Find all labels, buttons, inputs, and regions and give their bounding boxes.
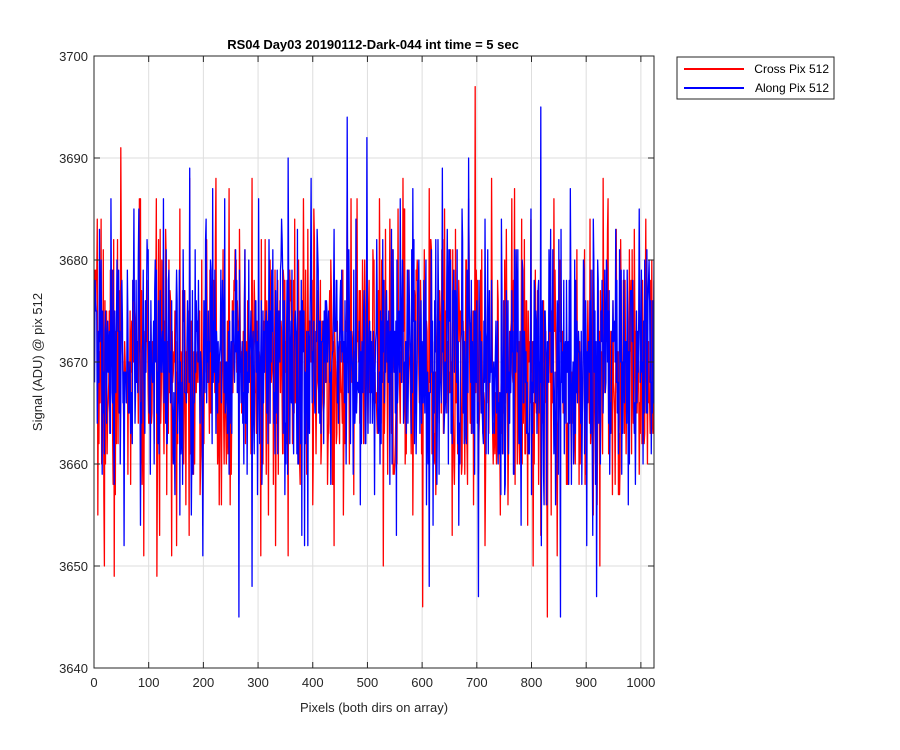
x-tick-label-4: 400 bbox=[302, 675, 324, 690]
y-tick-label-1: 3650 bbox=[59, 559, 88, 574]
x-tick-label-2: 200 bbox=[193, 675, 215, 690]
y-tick-label-2: 3660 bbox=[59, 457, 88, 472]
y-axis-label: Signal (ADU) @ pix 512 bbox=[30, 293, 45, 431]
legend-box bbox=[676, 56, 835, 100]
y-tick-label-3: 3670 bbox=[59, 355, 88, 370]
x-tick-label-8: 800 bbox=[521, 675, 543, 690]
x-tick-label-6: 600 bbox=[411, 675, 433, 690]
x-tick-label-0: 0 bbox=[90, 675, 97, 690]
x-tick-label-1: 100 bbox=[138, 675, 160, 690]
legend-label-cross: Cross Pix 512 bbox=[754, 62, 829, 76]
x-tick-label-9: 900 bbox=[575, 675, 597, 690]
x-axis-label: Pixels (both dirs on array) bbox=[300, 700, 448, 715]
chart-title: RS04 Day03 20190112-Dark-044 int time = … bbox=[227, 37, 519, 52]
x-tick-label-10: 1000 bbox=[626, 675, 655, 690]
x-tick-label-5: 500 bbox=[357, 675, 379, 690]
x-tick-label-7: 700 bbox=[466, 675, 488, 690]
legend: Cross Pix 512 Along Pix 512 bbox=[676, 56, 835, 100]
y-tick-label-5: 3690 bbox=[59, 151, 88, 166]
y-tick-label-4: 3680 bbox=[59, 253, 88, 268]
x-tick-label-3: 300 bbox=[247, 675, 269, 690]
y-tick-label-6: 3700 bbox=[59, 49, 88, 64]
axis-ticks: 0 100 200 300 400 500 600 700 800 900 1000 3640 3650… bbox=[59, 49, 655, 690]
series-layer bbox=[94, 85, 654, 618]
series-line-along-pix-512 bbox=[94, 106, 654, 618]
legend-label-along: Along Pix 512 bbox=[755, 81, 829, 95]
y-tick-label-0: 3640 bbox=[59, 661, 88, 676]
